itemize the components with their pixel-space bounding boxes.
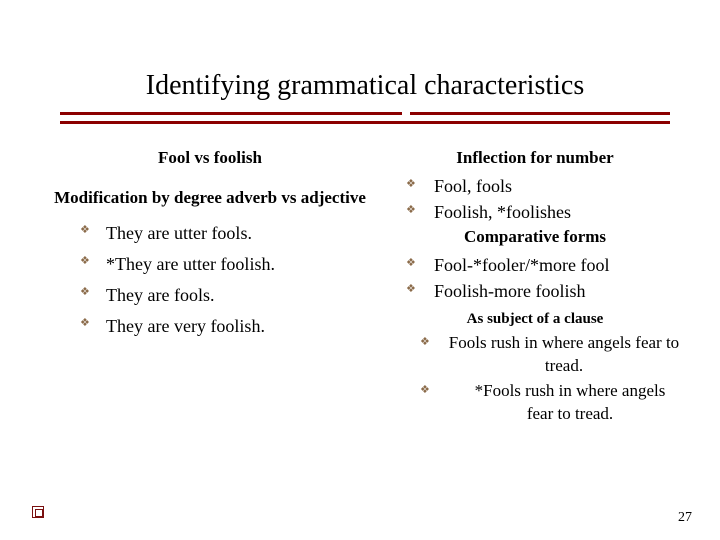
list-item: Fool, fools [406, 174, 680, 198]
right-list-1: Fool, fools Foolish, *foolishes [390, 174, 680, 225]
list-item: *Fools rush in where angels fear to trea… [420, 380, 680, 426]
left-heading-1: Fool vs foolish [50, 148, 370, 168]
right-column: Inflection for number Fool, fools Foolis… [390, 142, 680, 428]
list-item: Foolish, *foolishes [406, 200, 680, 224]
corner-ornament-icon [32, 506, 44, 518]
slide: Identifying grammatical characteristics … [0, 0, 720, 540]
left-heading-2: Modification by degree adverb vs adjecti… [50, 188, 370, 208]
list-item: They are very foolish. [80, 313, 370, 340]
page-number: 27 [678, 510, 692, 526]
list-item: They are fools. [80, 282, 370, 309]
left-column: Fool vs foolish Modification by degree a… [50, 142, 370, 428]
slide-title: Identifying grammatical characteristics [50, 70, 680, 102]
right-list-3: Fools rush in where angels fear to tread… [390, 332, 680, 426]
list-item: Fools rush in where angels fear to tread… [420, 332, 680, 378]
right-heading-3: As subject of a clause [390, 311, 680, 328]
list-item: Foolish-more foolish [406, 279, 680, 303]
title-rule [60, 112, 670, 124]
right-heading-2: Comparative forms [390, 227, 680, 247]
list-item: They are utter fools. [80, 220, 370, 247]
right-heading-1: Inflection for number [390, 148, 680, 168]
list-item: *They are utter foolish. [80, 251, 370, 278]
content-columns: Fool vs foolish Modification by degree a… [50, 142, 680, 428]
list-item: Fool-*fooler/*more fool [406, 253, 680, 277]
left-list: They are utter fools. *They are utter fo… [50, 220, 370, 340]
right-list-2: Fool-*fooler/*more fool Foolish-more foo… [390, 253, 680, 304]
